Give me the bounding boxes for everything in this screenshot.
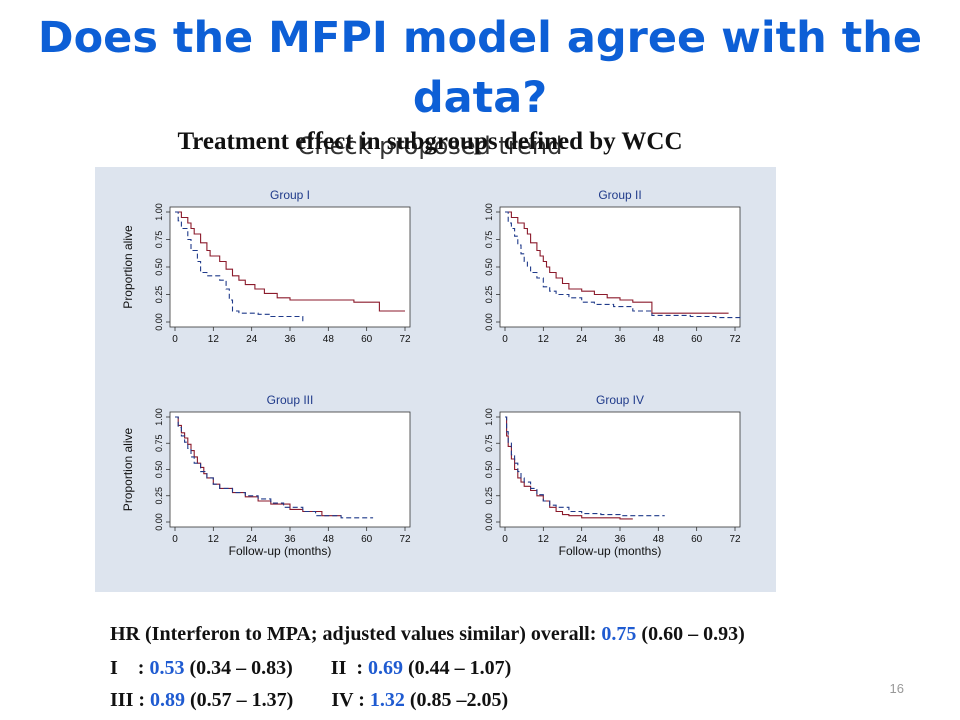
y-axis-label: Proportion alive bbox=[121, 225, 135, 309]
hr-label: HR (Interferon to MPA; adjusted values s… bbox=[110, 623, 531, 645]
chart-subtitle: Treatment effect in subgroups defined by… bbox=[177, 128, 683, 155]
x-tick-label: 72 bbox=[399, 534, 411, 545]
stats-line-groups-1-2: I : 0.53 (0.34 – 0.83) II : 0.69 (0.44 – … bbox=[100, 634, 920, 680]
overall-ci: (0.60 – 0.93) bbox=[636, 623, 745, 645]
x-tick-label: 0 bbox=[502, 334, 508, 345]
y-tick-label: 1.00 bbox=[484, 408, 494, 426]
km-curve-dashed-2 bbox=[505, 211, 742, 319]
y-tick-label: 0.25 bbox=[484, 286, 494, 304]
plot-area-4 bbox=[499, 411, 741, 528]
y-tick-label: 0.00 bbox=[154, 313, 164, 331]
km-curve-dashed-1 bbox=[175, 211, 304, 322]
y-tick-label: 0.75 bbox=[154, 231, 164, 249]
km-curve-dashed-3 bbox=[175, 416, 374, 519]
x-axis-label: Follow-up (months) bbox=[229, 544, 332, 558]
group-i-ci: (0.34 – 0.83) bbox=[184, 657, 293, 679]
x-tick-label: 72 bbox=[729, 334, 741, 345]
y-tick-label: 0.50 bbox=[154, 461, 164, 479]
x-tick-label: 60 bbox=[691, 534, 703, 545]
x-tick-label: 12 bbox=[208, 334, 220, 345]
y-tick-label: 0.50 bbox=[484, 461, 494, 479]
km-curve-solid-1 bbox=[175, 211, 405, 312]
group-ii-label: II : bbox=[330, 657, 369, 679]
group-ii-ci: (0.44 – 1.07) bbox=[403, 657, 512, 679]
x-tick-label: 0 bbox=[172, 534, 178, 545]
y-tick-label: 0.25 bbox=[154, 487, 164, 505]
plot-area-2 bbox=[499, 206, 741, 328]
overall-label: overall: bbox=[530, 623, 602, 645]
x-tick-label: 24 bbox=[576, 534, 588, 545]
x-tick-label: 60 bbox=[361, 334, 373, 345]
group-iii-ci: (0.57 – 1.37) bbox=[185, 689, 294, 711]
group-i-label: I : bbox=[110, 657, 150, 679]
group-iv-hr-value: 1.32 bbox=[369, 689, 405, 711]
panel-title-1: Group I bbox=[270, 188, 310, 202]
y-tick-label: 0.50 bbox=[484, 258, 494, 276]
km-curve-dashed-4 bbox=[505, 416, 665, 517]
km-plots: Group I 0 12 24 36 48 60 72 0.00 0.25 0.50 0.75 1.00… bbox=[121, 188, 742, 558]
slide-title: Does the MFPI model agree with the data? bbox=[37, 13, 923, 123]
stats-line-groups-3-4: III : 0.89 (0.57 – 1.37) IV : 1.32 (0.85 … bbox=[100, 666, 920, 712]
x-tick-label: 72 bbox=[729, 534, 741, 545]
plot-area-1 bbox=[169, 206, 411, 328]
y-tick-label: 0.50 bbox=[154, 258, 164, 276]
x-tick-label: 12 bbox=[538, 534, 550, 545]
x-tick-label: 24 bbox=[246, 534, 258, 545]
panel-title-4: Group IV bbox=[596, 393, 644, 407]
x-tick-label: 48 bbox=[653, 334, 665, 345]
x-tick-label: 12 bbox=[538, 334, 550, 345]
x-tick-label: 0 bbox=[172, 334, 178, 345]
group-i-hr-value: 0.53 bbox=[149, 657, 185, 679]
overlay-text: Check proposed trend bbox=[297, 132, 563, 160]
x-tick-label: 24 bbox=[246, 334, 258, 345]
y-tick-label: 0.00 bbox=[484, 513, 494, 531]
group-iii-label: III : bbox=[110, 689, 151, 711]
x-tick-label: 48 bbox=[653, 534, 665, 545]
x-axis-label: Follow-up (months) bbox=[559, 544, 662, 558]
y-axis-label: Proportion alive bbox=[121, 427, 135, 511]
y-tick-label: 0.00 bbox=[154, 513, 164, 531]
y-tick-label: 0.25 bbox=[154, 286, 164, 304]
page-number: 16 bbox=[889, 681, 904, 696]
y-tick-label: 0.25 bbox=[484, 487, 494, 505]
km-curve-solid-2 bbox=[505, 211, 729, 314]
x-tick-label: 12 bbox=[208, 534, 220, 545]
panel-title-3: Group III bbox=[267, 393, 314, 407]
x-tick-label: 0 bbox=[502, 534, 508, 545]
panel-title-2: Group II bbox=[598, 188, 641, 202]
x-tick-label: 36 bbox=[284, 534, 296, 545]
x-tick-label: 72 bbox=[399, 334, 411, 345]
y-tick-label: 1.00 bbox=[154, 408, 164, 426]
overall-hr-value: 0.75 bbox=[601, 623, 637, 645]
stats-line-overall: HR (Interferon to MPA; adjusted values s… bbox=[100, 600, 920, 646]
y-tick-label: 0.00 bbox=[484, 313, 494, 331]
x-tick-label: 36 bbox=[284, 334, 296, 345]
group-iv-ci: (0.85 –2.05) bbox=[404, 689, 509, 711]
y-tick-label: 1.00 bbox=[484, 203, 494, 221]
group-iii-hr-value: 0.89 bbox=[150, 689, 186, 711]
x-tick-label: 48 bbox=[323, 534, 335, 545]
y-tick-label: 0.75 bbox=[154, 434, 164, 452]
x-tick-label: 48 bbox=[323, 334, 335, 345]
y-tick-label: 1.00 bbox=[154, 203, 164, 221]
group-ii-hr-value: 0.69 bbox=[368, 657, 404, 679]
x-tick-label: 60 bbox=[361, 534, 373, 545]
x-tick-label: 36 bbox=[614, 334, 626, 345]
x-tick-label: 60 bbox=[691, 334, 703, 345]
y-tick-label: 0.75 bbox=[484, 231, 494, 249]
y-tick-label: 0.75 bbox=[484, 434, 494, 452]
group-iv-label: IV : bbox=[331, 689, 370, 711]
x-tick-label: 36 bbox=[614, 534, 626, 545]
x-tick-label: 24 bbox=[576, 334, 588, 345]
